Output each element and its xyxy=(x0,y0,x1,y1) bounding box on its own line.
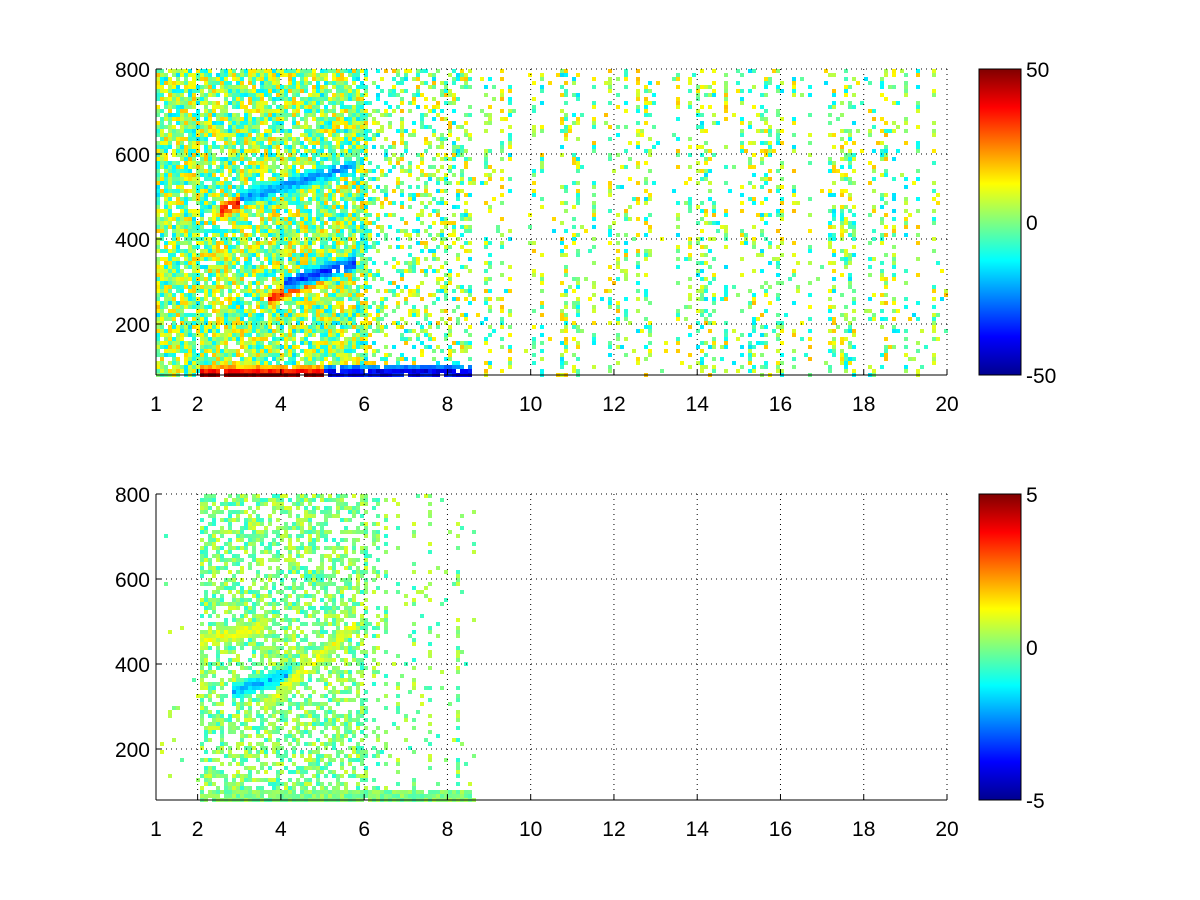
colorbar-tick-label: 0 xyxy=(1026,637,1038,660)
y-tick-label: 400 xyxy=(115,654,150,677)
colorbar-gradient xyxy=(978,68,1022,376)
y-tick-label: 200 xyxy=(115,739,150,762)
x-tick-label: 18 xyxy=(852,393,875,416)
x-tick-label: 14 xyxy=(686,818,710,841)
y-tick-label: 400 xyxy=(115,229,150,252)
colorbar: 5 0 -5 xyxy=(978,484,1045,813)
heatmap-cells xyxy=(156,69,948,377)
y-tick-label: 600 xyxy=(115,569,150,592)
x-tick-label: 18 xyxy=(852,818,875,841)
x-tick-label: 10 xyxy=(519,818,542,841)
colorbar-tick-label: 50 xyxy=(1026,59,1049,82)
x-tick-label: 12 xyxy=(602,818,625,841)
x-tick-label: 1 xyxy=(150,393,162,416)
y-tick-label: 800 xyxy=(115,484,150,507)
colorbar-tick-label: 0 xyxy=(1026,212,1038,235)
colorbar-gradient xyxy=(978,493,1022,801)
x-tick-label: 8 xyxy=(442,393,454,416)
x-tick-label: 2 xyxy=(192,818,204,841)
colorbar-tick-label: -50 xyxy=(1026,365,1056,388)
x-tick-label: 20 xyxy=(935,393,958,416)
x-tick-label: 1 xyxy=(150,818,162,841)
colorbar-tick-label: 5 xyxy=(1026,484,1038,507)
y-tick-label: 200 xyxy=(115,314,150,337)
x-tick-label: 20 xyxy=(935,818,958,841)
x-tick-label: 4 xyxy=(275,393,287,416)
x-tick-label: 2 xyxy=(192,393,204,416)
heatmap-cells xyxy=(160,494,476,802)
grid xyxy=(156,493,948,800)
x-tick-label: 12 xyxy=(602,393,625,416)
x-tick-label: 10 xyxy=(519,393,542,416)
x-tick-label: 6 xyxy=(358,818,370,841)
colorbar: 50 0 -50 xyxy=(978,59,1056,388)
x-tick-label: 4 xyxy=(275,818,287,841)
x-tick-label: 6 xyxy=(358,393,370,416)
x-tick-label: 16 xyxy=(769,393,792,416)
x-tick-label: 8 xyxy=(442,818,454,841)
y-tick-label: 600 xyxy=(115,144,150,167)
x-tick-label: 16 xyxy=(769,818,792,841)
grid xyxy=(156,68,948,375)
colorbar-tick-label: -5 xyxy=(1026,790,1045,813)
x-tick-label: 14 xyxy=(686,393,710,416)
y-tick-label: 800 xyxy=(115,59,150,82)
